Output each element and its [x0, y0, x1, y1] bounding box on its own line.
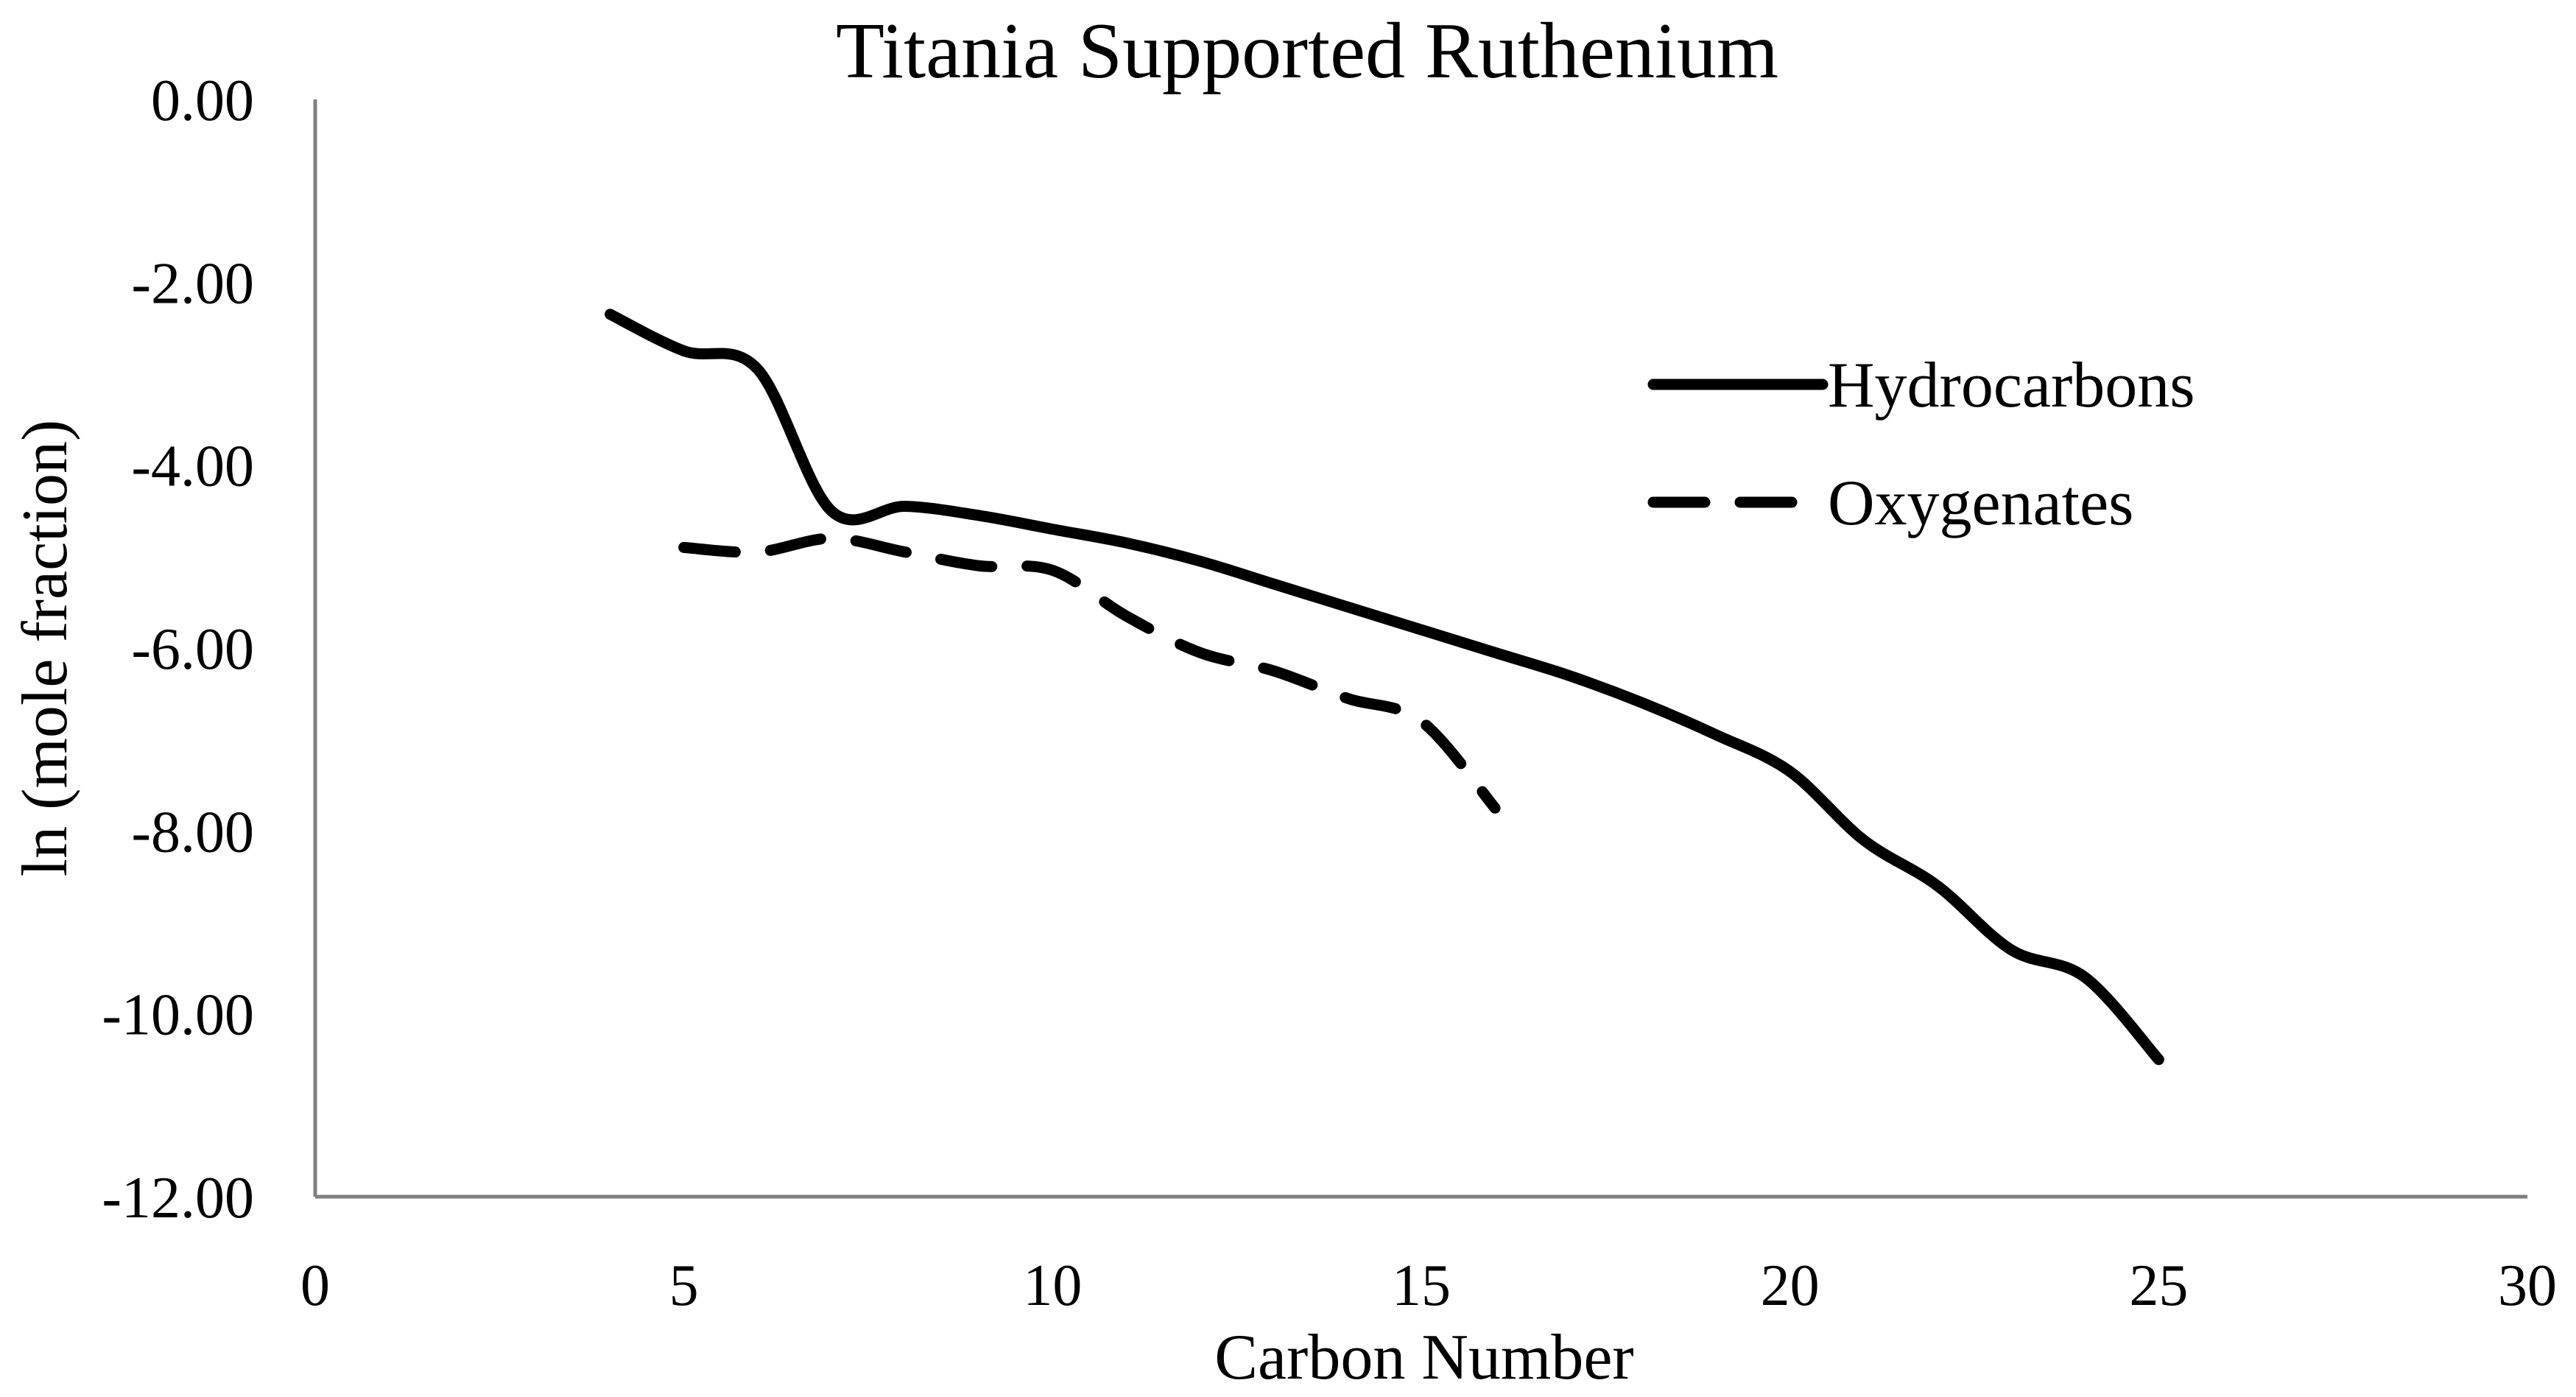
x-tick-label: 30: [2498, 1253, 2557, 1318]
y-tick-label: 0.00: [151, 68, 254, 133]
y-tick-label: -8.00: [131, 800, 254, 865]
x-tick-label: 0: [300, 1253, 330, 1318]
x-tick-label: 20: [1761, 1253, 1820, 1318]
y-tick-label: -6.00: [131, 617, 254, 682]
series-layer: [605, 309, 2164, 1066]
legend: Hydrocarbons Oxygenates: [1647, 350, 2195, 539]
x-tick-label: 5: [669, 1253, 699, 1318]
y-tick-label: -2.00: [131, 251, 254, 316]
x-tick-label: 10: [1023, 1253, 1082, 1318]
x-tick-labels: 0 5 10 15 20 25 30: [300, 1253, 2557, 1318]
y-tick-label: -12.00: [102, 1166, 254, 1231]
y-axis-title: ln (mole fraction): [10, 420, 81, 877]
series-line-oxygenates: [678, 532, 1501, 814]
x-axis-title: Carbon Number: [1214, 1322, 1633, 1393]
x-tick-label: 25: [2129, 1253, 2188, 1318]
y-tick-labels: 0.00 -2.00 -4.00 -6.00 -8.00 -10.00 -12.00: [102, 68, 254, 1231]
series-line-hydrocarbons: [605, 309, 2164, 1066]
y-tick-label: -10.00: [102, 983, 254, 1048]
legend-hydrocarbons-label: Hydrocarbons: [1828, 350, 2195, 421]
x-tick-label: 15: [1392, 1253, 1451, 1318]
chart-title: Titania Supported Ruthenium: [836, 7, 1778, 95]
legend-oxygenates-label: Oxygenates: [1828, 468, 2133, 539]
y-tick-label: -4.00: [131, 434, 254, 499]
